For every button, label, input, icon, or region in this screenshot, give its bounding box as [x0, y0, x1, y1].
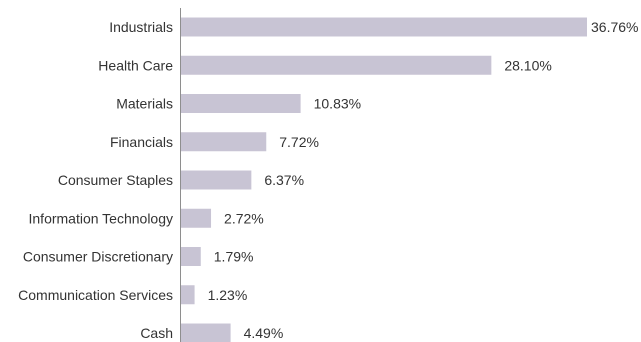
- bar: [181, 17, 587, 37]
- bar: [181, 170, 252, 190]
- category-label: Information Technology: [29, 210, 174, 226]
- bar: [181, 323, 231, 342]
- category-label: Consumer Discretionary: [23, 249, 173, 265]
- value-label: 2.72%: [224, 210, 264, 226]
- value-label: 1.23%: [208, 287, 248, 303]
- category-label: Cash: [140, 325, 173, 341]
- category-label: Industrials: [109, 19, 173, 35]
- value-label: 28.10%: [504, 57, 551, 73]
- category-label: Communication Services: [18, 287, 173, 303]
- category-label: Financials: [110, 134, 173, 150]
- value-label: 10.83%: [314, 96, 361, 112]
- value-label: 36.76%: [591, 19, 638, 35]
- value-label: 7.72%: [279, 134, 319, 150]
- bars-layer: [181, 17, 587, 342]
- category-label: Materials: [116, 96, 173, 112]
- category-label: Health Care: [98, 57, 173, 73]
- bar: [181, 208, 212, 228]
- value-label: 1.79%: [214, 249, 254, 265]
- value-label: 4.49%: [244, 325, 284, 341]
- bar: [181, 94, 301, 113]
- category-label: Consumer Staples: [58, 172, 173, 188]
- labels-layer: Industrials 36.76% Health Care 28.10% Materi…: [18, 19, 638, 341]
- bar: [181, 55, 492, 75]
- bar: [181, 285, 195, 305]
- bar: [181, 132, 267, 152]
- value-label: 6.37%: [264, 172, 304, 188]
- bar: [181, 247, 201, 266]
